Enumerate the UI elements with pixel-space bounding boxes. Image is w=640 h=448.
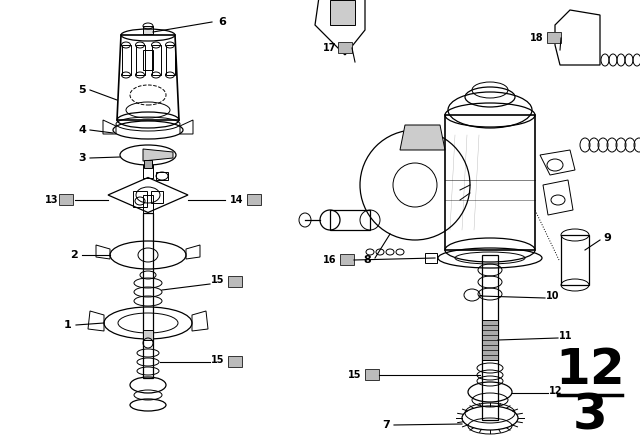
- Text: 11: 11: [559, 331, 573, 341]
- Bar: [152, 45, 161, 75]
- Text: 6: 6: [218, 17, 226, 27]
- Bar: [425, 253, 437, 263]
- FancyBboxPatch shape: [59, 194, 73, 205]
- Text: 9: 9: [603, 233, 611, 243]
- Text: 5: 5: [78, 85, 86, 95]
- Bar: [143, 26, 153, 34]
- FancyBboxPatch shape: [228, 356, 242, 367]
- Text: 15: 15: [211, 275, 225, 285]
- Text: 4: 4: [78, 125, 86, 135]
- Bar: [330, 0, 355, 25]
- Polygon shape: [400, 125, 445, 150]
- Bar: [561, 235, 589, 285]
- Text: 3: 3: [573, 391, 607, 439]
- Bar: [143, 195, 153, 212]
- FancyBboxPatch shape: [338, 42, 352, 53]
- Text: 15: 15: [348, 370, 362, 380]
- Text: 13: 13: [45, 195, 59, 205]
- Text: 10: 10: [547, 291, 560, 301]
- Text: 18: 18: [530, 33, 544, 43]
- FancyBboxPatch shape: [228, 276, 242, 287]
- Bar: [445, 115, 535, 250]
- Bar: [143, 212, 153, 378]
- Bar: [156, 172, 168, 180]
- Text: 12: 12: [549, 386, 563, 396]
- Bar: [144, 160, 152, 168]
- Text: 15: 15: [211, 355, 225, 365]
- Bar: [133, 191, 147, 207]
- Bar: [136, 45, 145, 75]
- Bar: [151, 191, 163, 203]
- Bar: [166, 45, 175, 75]
- Bar: [330, 210, 370, 230]
- Bar: [122, 45, 131, 75]
- Polygon shape: [143, 149, 173, 161]
- Text: 7: 7: [382, 420, 390, 430]
- FancyBboxPatch shape: [547, 32, 561, 43]
- Text: 8: 8: [363, 255, 371, 265]
- FancyBboxPatch shape: [247, 194, 261, 205]
- Text: 2: 2: [70, 250, 78, 260]
- Bar: [482, 320, 498, 360]
- Text: 14: 14: [230, 195, 244, 205]
- Text: 17: 17: [323, 43, 337, 53]
- Text: 12: 12: [555, 346, 625, 394]
- Bar: [482, 255, 498, 420]
- Text: 1: 1: [64, 320, 72, 330]
- Text: 16: 16: [323, 255, 337, 265]
- FancyBboxPatch shape: [340, 254, 354, 265]
- Bar: [143, 50, 153, 70]
- Bar: [143, 330, 153, 340]
- FancyBboxPatch shape: [365, 369, 379, 380]
- Text: 3: 3: [78, 153, 86, 163]
